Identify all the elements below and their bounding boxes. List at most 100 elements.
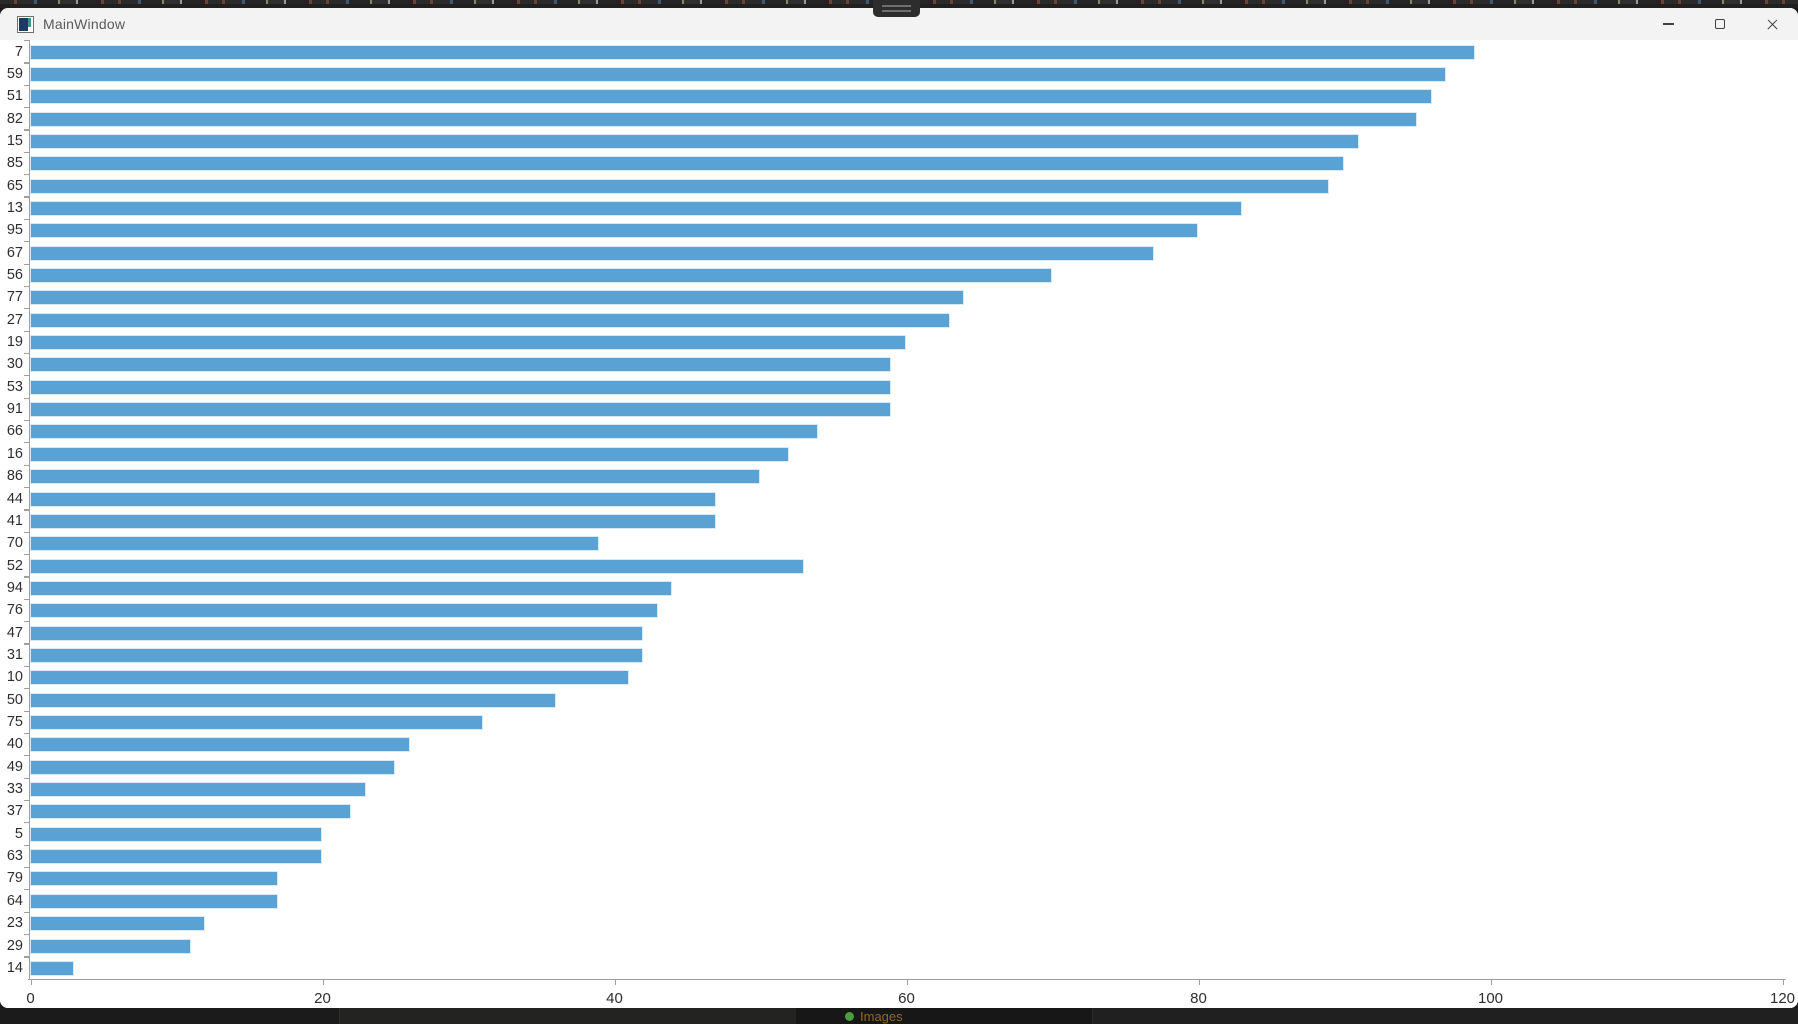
bar — [30, 715, 483, 730]
x-tick-label: 40 — [606, 990, 623, 1007]
bar-row: 56 — [0, 263, 1798, 286]
bar-row: 41 — [0, 509, 1798, 531]
bar-row: 16 — [0, 442, 1798, 464]
bar-row: 91 — [0, 397, 1798, 420]
y-tick-label: 52 — [6, 557, 23, 574]
y-tick-label: 91 — [6, 401, 23, 418]
bar-row: 51 — [0, 84, 1798, 107]
bar-row: 33 — [0, 777, 1798, 800]
y-tick-label: 23 — [6, 915, 23, 932]
bar — [30, 223, 1198, 239]
bar — [30, 402, 892, 418]
x-tick-label: 20 — [314, 990, 331, 1007]
y-tick-label: 7 — [14, 43, 23, 60]
bar-row: 44 — [0, 487, 1798, 509]
y-tick-label: 70 — [6, 535, 23, 552]
app-window-icon — [17, 15, 34, 33]
bar-row: 82 — [0, 107, 1798, 129]
bar — [30, 938, 191, 954]
bar-row: 77 — [0, 285, 1798, 308]
y-tick-mark — [24, 889, 30, 891]
y-tick-label: 76 — [6, 602, 23, 619]
taskbar-segment — [795, 1008, 1092, 1024]
y-tick-mark — [24, 196, 30, 198]
y-tick-label: 16 — [6, 445, 23, 462]
y-tick-mark — [24, 84, 30, 86]
x-tick-label: 0 — [26, 990, 35, 1007]
y-tick-mark — [24, 308, 30, 310]
bar-row: 31 — [0, 643, 1798, 665]
bar-row: 70 — [0, 531, 1798, 554]
bar — [30, 424, 819, 440]
y-tick-label: 86 — [6, 468, 23, 485]
bar — [30, 782, 366, 798]
y-tick-mark — [24, 352, 30, 355]
bar-row: 30 — [0, 352, 1798, 375]
y-tick-label: 47 — [6, 624, 23, 641]
y-tick-mark — [24, 442, 30, 444]
bar-chart: 7 59 51 82 15 85 65 13 95 67 56 77 27 19 30 53 91 66 16 86 4… — [0, 40, 1798, 1008]
y-tick-label: 33 — [6, 781, 23, 798]
y-tick-label: 13 — [6, 199, 23, 216]
bar-row: 47 — [0, 621, 1798, 643]
y-tick-label: 94 — [6, 579, 23, 596]
bar-row: 53 — [0, 375, 1798, 397]
maximize-icon — [1715, 19, 1725, 29]
y-tick-label: 37 — [6, 803, 23, 820]
y-tick-label: 85 — [6, 155, 23, 172]
y-tick-label: 56 — [6, 267, 23, 283]
y-tick-mark — [24, 218, 30, 220]
bar — [30, 290, 965, 306]
bar — [30, 692, 556, 708]
bar — [30, 893, 279, 909]
bar-row: 66 — [0, 419, 1798, 442]
bar-row: 65 — [0, 174, 1798, 196]
x-tick-mark — [30, 979, 32, 985]
y-tick-label: 30 — [6, 356, 23, 373]
bar-row: 52 — [0, 554, 1798, 576]
x-tick-mark — [1198, 979, 1200, 985]
top-drag-handle[interactable] — [873, 0, 920, 17]
minimize-button[interactable] — [1642, 8, 1694, 40]
y-tick-mark — [24, 643, 30, 645]
close-icon — [1766, 18, 1779, 31]
bar — [30, 268, 1052, 283]
close-button[interactable] — [1746, 8, 1798, 40]
y-tick-label: 5 — [14, 825, 23, 842]
bar — [30, 178, 1330, 194]
window-title: MainWindow — [43, 16, 126, 32]
main-window: MainWindow 7 59 51 82 15 85 65 13 95 67 56 77 27 19 30… — [0, 8, 1798, 1008]
y-tick-mark — [24, 576, 30, 578]
y-tick-mark — [24, 531, 30, 533]
y-tick-label: 66 — [6, 423, 23, 440]
y-tick-label: 19 — [6, 334, 23, 351]
x-tick-label: 60 — [898, 990, 915, 1007]
taskbar-segment — [1092, 1008, 1798, 1024]
y-tick-mark — [24, 777, 30, 779]
y-tick-label: 82 — [6, 110, 23, 127]
bar — [30, 916, 206, 932]
x-tick-mark — [1490, 979, 1492, 985]
taskbar-item-images[interactable]: Images — [845, 1009, 903, 1024]
x-tick-mark — [906, 979, 908, 985]
taskbar-item-label: Images — [860, 1009, 903, 1024]
y-tick-mark — [24, 107, 30, 109]
bar — [30, 513, 717, 529]
maximize-button[interactable] — [1694, 8, 1746, 40]
bar-row: 37 — [0, 799, 1798, 822]
bar-row: 79 — [0, 866, 1798, 889]
window-controls — [1642, 8, 1798, 40]
bar — [30, 580, 673, 596]
bar-row: 5 — [0, 822, 1798, 844]
y-tick-mark — [24, 509, 30, 511]
y-tick-mark — [24, 62, 30, 64]
y-tick-label: 44 — [6, 490, 23, 507]
drag-handle-line — [882, 5, 911, 7]
bar — [30, 66, 1447, 82]
bar-row: 40 — [0, 732, 1798, 755]
y-tick-mark — [24, 419, 30, 422]
y-tick-label: 65 — [6, 177, 23, 194]
bar — [30, 89, 1432, 105]
y-tick-label: 77 — [6, 289, 23, 306]
y-tick-label: 27 — [6, 311, 23, 328]
